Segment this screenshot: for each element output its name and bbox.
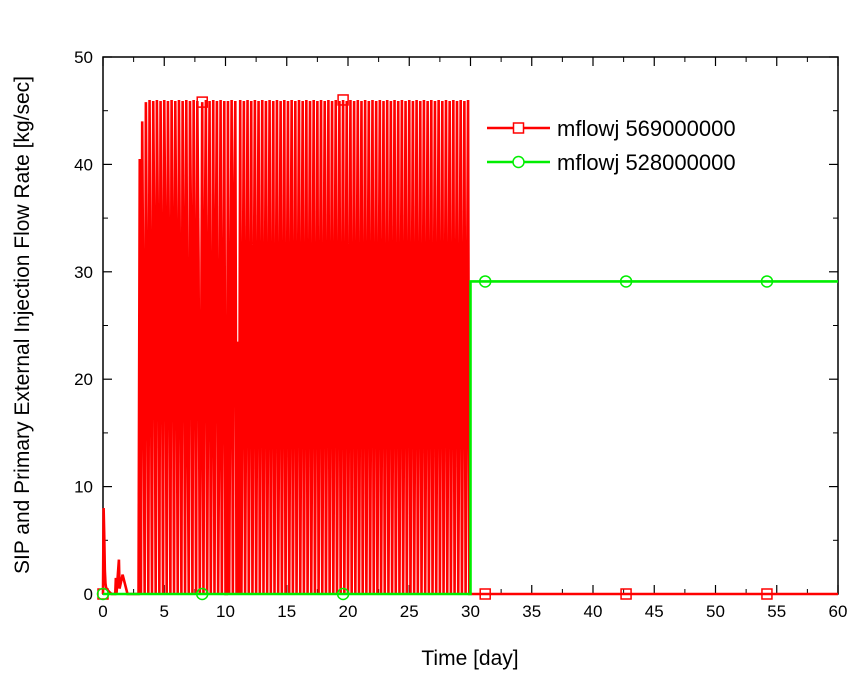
y-axis-title: SIP and Primary External Injection Flow …	[11, 76, 34, 574]
x-tick-label: 5	[160, 602, 169, 621]
x-tick-label: 25	[400, 602, 419, 621]
x-tick-label: 30	[461, 602, 480, 621]
legend-marker	[512, 122, 525, 134]
series-line	[103, 280, 838, 596]
x-tick-label: 35	[522, 602, 541, 621]
y-axis: 0 10 20 30 40 50	[74, 48, 838, 604]
y-tick-label: 40	[74, 155, 93, 174]
data-point	[760, 275, 774, 288]
data-point	[337, 94, 349, 106]
data-point	[196, 96, 208, 108]
data-point	[761, 588, 773, 600]
legend: mflowj 569000000 mflowj 528000000	[487, 116, 736, 175]
data-point	[96, 587, 110, 601]
data-point	[195, 587, 209, 601]
data-point	[620, 588, 632, 600]
legend-label: mflowj 569000000	[557, 116, 736, 141]
data-point	[479, 588, 491, 600]
y-tick-label: 30	[74, 263, 93, 282]
series-layer	[96, 94, 838, 601]
y-tick-label: 50	[74, 48, 93, 67]
y-tick-label: 20	[74, 370, 93, 389]
legend-label: mflowj 528000000	[557, 150, 736, 175]
x-tick-label: 60	[829, 602, 848, 621]
x-tick-label: 55	[767, 602, 786, 621]
data-point	[619, 275, 633, 288]
x-tick-label: 10	[216, 602, 235, 621]
data-point	[478, 275, 492, 288]
data-point	[336, 587, 350, 601]
y-tick-label: 0	[84, 585, 93, 604]
x-tick-label: 45	[645, 602, 664, 621]
x-tick-label: 0	[98, 602, 107, 621]
y-tick-label: 10	[74, 478, 93, 497]
x-tick-label: 50	[706, 602, 725, 621]
x-tick-label: 15	[277, 602, 296, 621]
x-tick-label: 40	[584, 602, 603, 621]
series-2	[96, 275, 838, 601]
x-axis-title: Time [day]	[421, 647, 518, 670]
x-tick-label: 20	[339, 602, 358, 621]
legend-marker	[512, 155, 525, 169]
